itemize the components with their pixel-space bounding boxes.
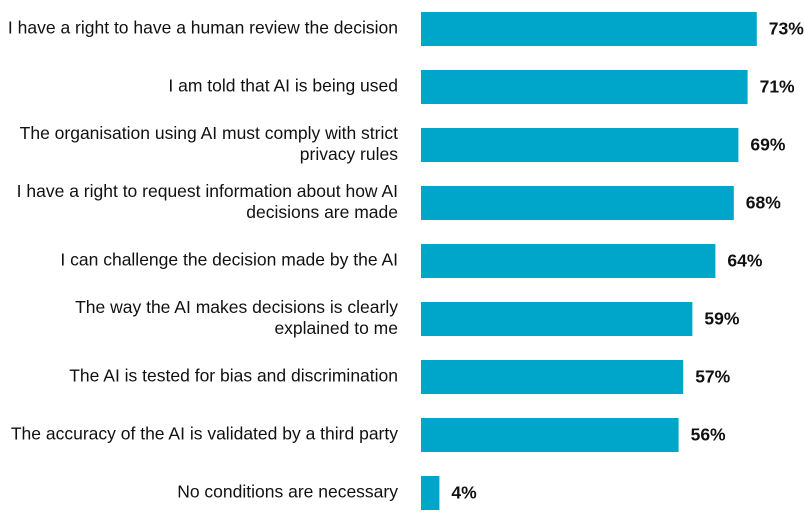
bar-4 (421, 186, 734, 220)
category-label-7: The AI is tested for bias and discrimina… (69, 366, 398, 386)
category-label-4-line-2: decisions are made (246, 202, 398, 222)
category-label-3-line-1: The organisation using AI must comply wi… (20, 123, 398, 143)
category-label-6-line-2: explained to me (274, 318, 398, 338)
bar-3 (421, 128, 739, 162)
bar-1 (421, 12, 757, 46)
bar-8 (421, 418, 679, 452)
category-label-4-line-1: I have a right to request information ab… (17, 181, 398, 201)
value-label-4: 68% (746, 193, 781, 213)
value-label-1: 73% (769, 19, 804, 39)
category-label-1: I have a right to have a human review th… (8, 18, 398, 38)
value-label-6: 59% (704, 309, 739, 329)
value-label-3: 69% (750, 135, 785, 155)
category-label-6-line-1: The way the AI makes decisions is clearl… (75, 297, 398, 317)
value-label-7: 57% (695, 367, 730, 387)
value-label-2: 71% (760, 77, 795, 97)
value-label-9: 4% (451, 483, 477, 503)
bar-6 (421, 302, 693, 336)
bar-9 (421, 476, 440, 510)
bar-5 (421, 244, 716, 278)
category-label-3-line-2: privacy rules (300, 144, 398, 164)
category-label-5: I can challenge the decision made by the… (60, 250, 398, 270)
bar-2 (421, 70, 748, 104)
value-label-5: 64% (727, 251, 762, 271)
bar-7 (421, 360, 684, 394)
category-label-2: I am told that AI is being used (168, 76, 398, 96)
category-label-9: No conditions are necessary (177, 482, 398, 502)
value-label-8: 56% (691, 425, 726, 445)
category-label-8: The accuracy of the AI is validated by a… (11, 424, 398, 444)
